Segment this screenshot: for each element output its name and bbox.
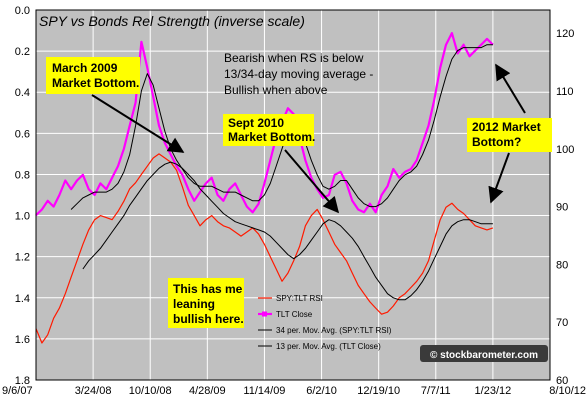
x-axis: 9/6/07 3/24/08 10/10/08 4/28/09 11/14/09 6/2/… <box>2 385 586 397</box>
annotation-2012-bottom: 2012 Market Bottom? <box>467 118 552 152</box>
x-tick-label: 10/10/08 <box>129 385 172 397</box>
annotation-note-line-3: Bullish when above <box>224 83 328 97</box>
annotation-march-2009: March 2009 Market Bottom. <box>46 57 140 94</box>
y-right-tick-label: 120 <box>556 28 574 40</box>
annotation-2012-line-1: 2012 Market <box>472 120 541 134</box>
y-left-tick-label: 0.8 <box>15 169 30 181</box>
x-tick-label: 12/19/10 <box>357 385 400 397</box>
watermark-text: © stockbarometer.com <box>430 350 538 361</box>
legend-marker <box>262 311 267 317</box>
series-tlt-close <box>35 32 494 216</box>
x-tick-label: 4/28/09 <box>189 385 226 397</box>
series-13-ma-tlt <box>70 44 493 210</box>
annotation-note-line-2: 13/34-day moving average - <box>224 67 373 81</box>
arrow-march-2009 <box>91 94 185 153</box>
annotation-bullish-line-2: leaning <box>173 297 215 311</box>
y-right-tick-label: 70 <box>556 317 568 329</box>
y-right-tick-label: 80 <box>556 259 568 271</box>
series-spy-tlt-rsi <box>35 153 494 344</box>
annotation-2012-line-2: Bottom? <box>472 135 521 149</box>
x-tick-label: 1/23/12 <box>475 385 512 397</box>
series-layer <box>35 32 494 344</box>
annotation-leaning-bullish: This has me leaning bullish here. <box>168 278 244 328</box>
y-right-tick-label: 110 <box>556 86 574 98</box>
y-left-tick-label: 1.0 <box>15 211 30 223</box>
annotation-sept-2010-line-1: Sept 2010 <box>228 116 284 130</box>
legend-label: TLT Close <box>276 310 313 319</box>
y-axis-left: 0.0 0.2 0.4 0.6 0.8 1.0 1.2 1.4 1.6 1.8 <box>15 5 30 387</box>
y-left-tick-label: 1.4 <box>15 293 30 305</box>
annotation-bullish-line-1: This has me <box>173 282 243 296</box>
legend-label: 34 per. Mov. Avg. (SPY:TLT RSI) <box>276 326 392 335</box>
plot-border <box>35 9 551 381</box>
y-left-tick-label: 1.8 <box>15 375 30 387</box>
y-right-tick-label: 100 <box>556 144 574 156</box>
y-right-tick-label: 60 <box>556 375 568 387</box>
x-tick-label: 9/6/07 <box>2 385 33 397</box>
annotation-bullish-line-3: bullish here. <box>173 312 244 326</box>
legend: SPY:TLT RSI TLT Close 34 per. Mov. Avg. (S… <box>258 294 392 351</box>
chart-title: SPY vs Bonds Rel Strength (inverse scale… <box>39 13 305 29</box>
y-right-tick-label: 90 <box>556 202 568 214</box>
arrow-2012-up <box>495 63 526 114</box>
annotation-march-2009-line-2: Market Bottom. <box>52 76 139 90</box>
y-left-tick-label: 0.6 <box>15 128 30 140</box>
annotation-note-line-1: Bearish when RS is below <box>224 51 364 65</box>
y-axis-right: 60 70 80 90 100 110 120 <box>556 28 574 387</box>
annotation-sept-2010-line-2: Market Bottom. <box>228 130 315 144</box>
y-left-tick-label: 1.2 <box>15 252 30 264</box>
legend-label: 13 per. Mov. Avg. (TLT Close) <box>276 342 381 351</box>
x-tick-label: 6/2/10 <box>306 385 337 397</box>
y-left-tick-label: 1.6 <box>15 334 30 346</box>
annotation-sept-2010: Sept 2010 Market Bottom. <box>223 114 315 146</box>
y-left-tick-label: 0.4 <box>15 87 30 99</box>
arrow-sept-2010 <box>284 149 340 214</box>
watermark: © stockbarometer.com <box>420 345 548 362</box>
arrow-2012-down <box>488 152 510 204</box>
y-left-tick-label: 0.0 <box>15 5 30 17</box>
annotation-march-2009-line-1: March 2009 <box>52 61 118 75</box>
x-tick-label: 8/10/12 <box>549 385 586 397</box>
x-tick-label: 7/7/11 <box>421 385 451 397</box>
y-left-tick-label: 0.2 <box>15 46 30 58</box>
annotation-bearish-note: Bearish when RS is below 13/34-day movin… <box>224 51 373 97</box>
arrows <box>91 63 526 214</box>
legend-label: SPY:TLT RSI <box>276 294 323 303</box>
series-34-ma-rsi <box>82 161 493 301</box>
x-tick-label: 11/14/09 <box>243 385 285 397</box>
x-tick-label: 3/24/08 <box>75 385 112 397</box>
